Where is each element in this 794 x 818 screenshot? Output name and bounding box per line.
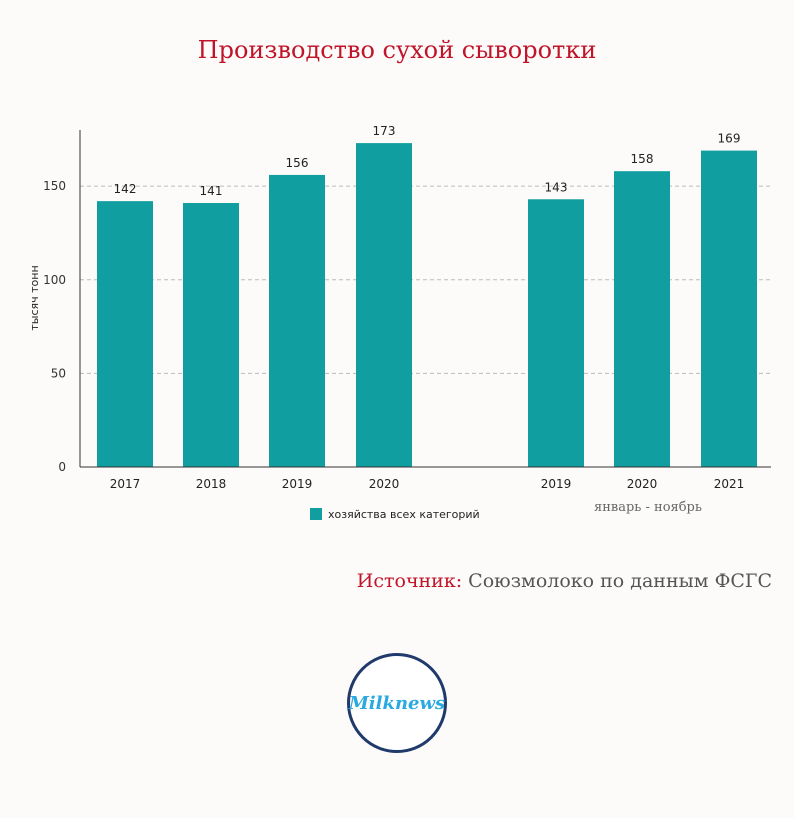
legend-label: хозяйства всех категорий (328, 508, 480, 521)
y-tick-label: 50 (51, 366, 66, 380)
bar (269, 174, 325, 467)
data-label: 143 (545, 180, 568, 194)
x-tick-label: 2017 (110, 477, 141, 491)
x-tick-label: 2019 (282, 477, 313, 491)
y-tick-label: 150 (43, 179, 66, 193)
bar (701, 150, 757, 467)
bar (356, 143, 412, 467)
data-label: 156 (286, 156, 309, 170)
y-tick-label: 100 (43, 273, 66, 287)
x-tick-label: 2020 (627, 477, 658, 491)
logo-text: Milknews (348, 692, 446, 714)
chart-title: Производство сухой сыворотки (197, 36, 597, 64)
bar (614, 171, 670, 467)
data-label: 169 (718, 132, 741, 146)
legend-swatch (310, 508, 322, 520)
data-label: 173 (373, 124, 396, 138)
data-label: 141 (200, 184, 223, 198)
milknews-logo: Milknews (347, 653, 447, 753)
source-label: Источник: (356, 570, 463, 592)
x-tick-label: 2021 (714, 477, 745, 491)
y-tick-label: 0 (58, 460, 66, 474)
data-label: 142 (114, 182, 137, 196)
x-tick-label: 2019 (541, 477, 572, 491)
y-axis-label: тысяч тонн (28, 265, 41, 330)
bar (528, 199, 584, 467)
x-tick-label: 2020 (369, 477, 400, 491)
group-label: январь - ноябрь (594, 500, 702, 515)
bar-chart: 142 141 156 173 143 158 169 0 50 100 150 тысяч тон… (28, 124, 771, 521)
x-tick-label: 2018 (196, 477, 227, 491)
data-label: 158 (631, 152, 654, 166)
source-text: Союзмолоко по данным ФСГС (468, 570, 772, 592)
bar (183, 203, 239, 467)
source-note: Источник: Союзмолоко по данным ФСГС (357, 570, 772, 592)
bar (97, 201, 153, 467)
